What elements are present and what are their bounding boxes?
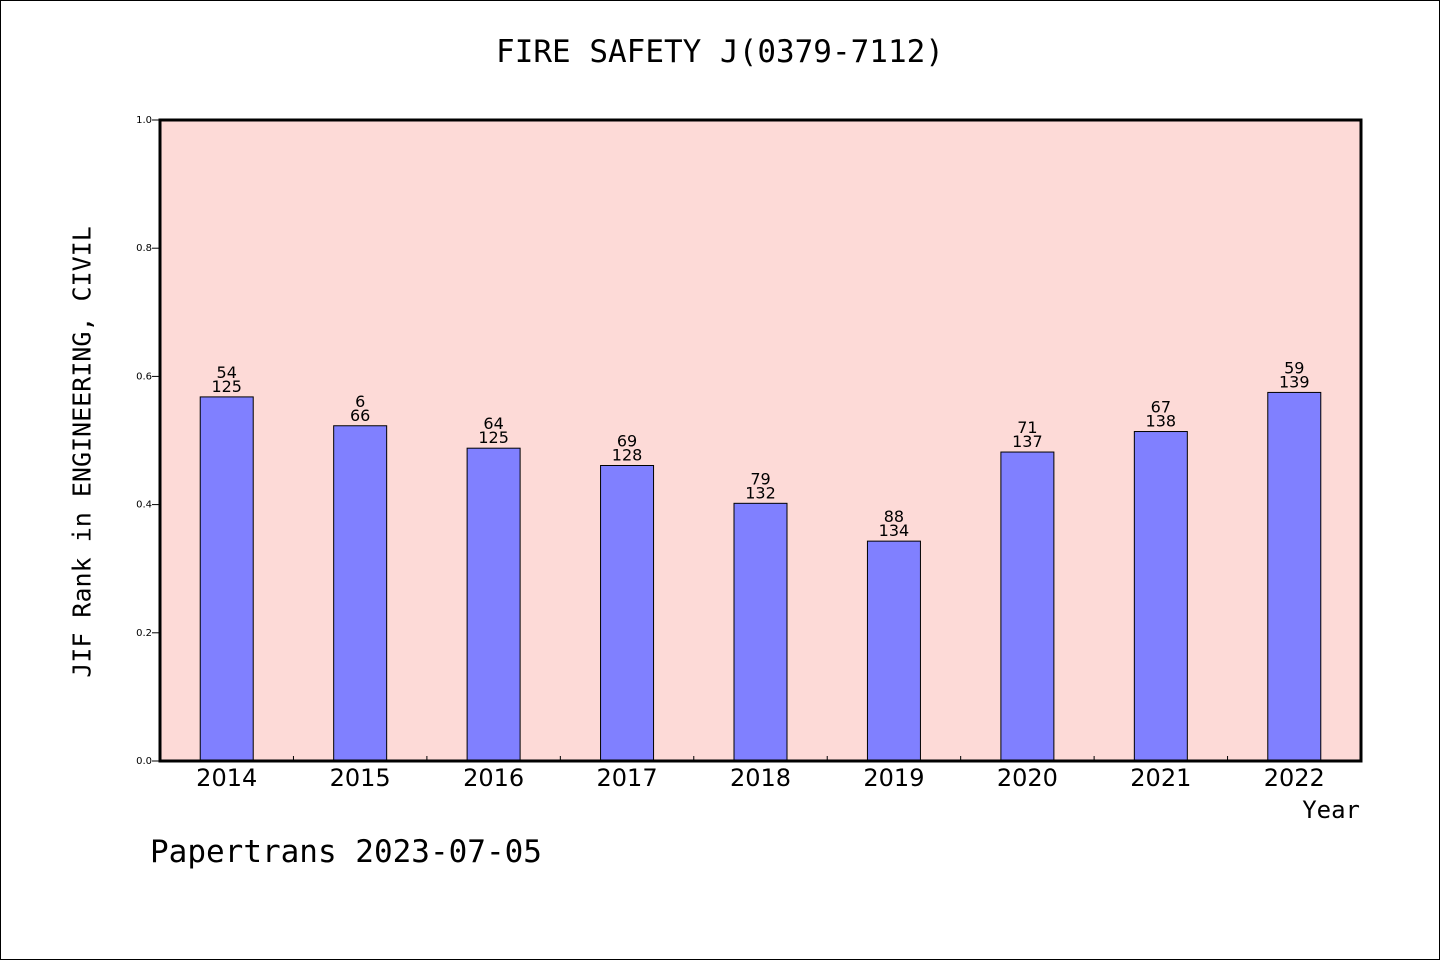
x-tick-label-2015: 2015 [330, 764, 391, 792]
bar-2016 [466, 447, 521, 762]
bar-rank-label-2017: 69 [617, 431, 637, 450]
bar-rank-label-2015: 6 [355, 392, 365, 411]
bar-total-label-2017: 128 [612, 445, 643, 464]
x-tick-label-2020: 2020 [997, 764, 1058, 792]
bar-2014 [199, 396, 254, 762]
bar-total-label-2016: 125 [478, 428, 509, 447]
bar-2021 [1133, 431, 1188, 762]
bar-total-label-2021: 138 [1146, 412, 1177, 431]
bar-rank-label-2022: 59 [1284, 358, 1304, 377]
y-tick-label-5: 1.0 [136, 115, 152, 126]
bar-total-label-2014: 125 [211, 377, 242, 396]
bar-rank-label-2014: 54 [217, 363, 237, 382]
y-tick-label-2: 0.4 [136, 500, 152, 511]
x-tick-label-2018: 2018 [730, 764, 791, 792]
x-tick-label-2014: 2014 [196, 764, 257, 792]
footer-credit: Papertrans 2023-07-05 [150, 834, 542, 870]
bar-total-label-2020: 137 [1012, 432, 1043, 451]
bar-total-label-2018: 132 [745, 483, 776, 502]
bar-rank-label-2016: 64 [483, 414, 503, 433]
x-tick-label-2022: 2022 [1264, 764, 1325, 792]
x-tick-label-2019: 2019 [863, 764, 924, 792]
bar-rank-label-2020: 71 [1017, 418, 1037, 437]
bar-2015 [333, 425, 388, 762]
bar-total-label-2022: 139 [1279, 372, 1310, 391]
bar-total-label-2019: 134 [879, 521, 910, 540]
y-tick-label-0: 0.0 [136, 756, 152, 767]
x-tick-label-2017: 2017 [597, 764, 658, 792]
bar-2017 [600, 464, 655, 762]
bar-2018 [733, 502, 788, 762]
plot-border [158, 118, 1363, 763]
y-tick-label-1: 0.2 [136, 628, 152, 639]
y-tick-label-3: 0.6 [136, 371, 152, 382]
bar-rank-label-2018: 79 [750, 469, 770, 488]
x-tick-label-2021: 2021 [1130, 764, 1191, 792]
bar-total-label-2015: 66 [350, 406, 370, 425]
bar-rank-label-2021: 67 [1151, 398, 1171, 417]
bar-2022 [1267, 391, 1322, 762]
chart-title: FIRE SAFETY J(0379-7112) [496, 34, 944, 70]
bar-rank-label-2019: 88 [884, 507, 904, 526]
x-tick-label-2016: 2016 [463, 764, 524, 792]
x-axis-label: Year [1302, 796, 1360, 824]
bar-2019 [866, 540, 921, 762]
bar-2020 [1000, 451, 1055, 762]
y-tick-label-4: 0.8 [136, 243, 152, 254]
